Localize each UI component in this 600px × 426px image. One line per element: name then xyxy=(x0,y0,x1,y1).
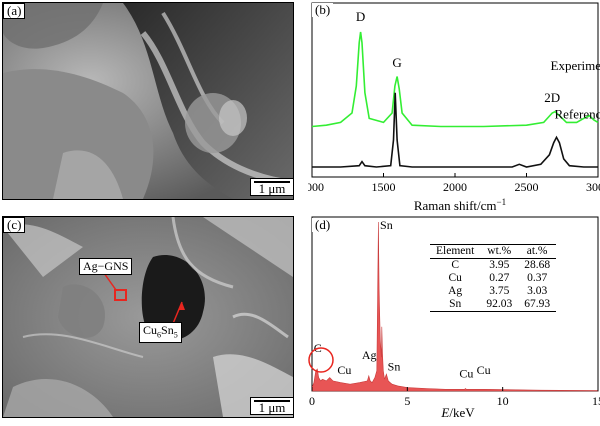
raman-tick-label: 2000 xyxy=(443,180,467,194)
ag-gns-label: Ag−GNS xyxy=(79,258,133,275)
table-cell: 0.37 xyxy=(527,272,548,284)
ag-gns-arrow xyxy=(103,272,117,291)
eds-peak-label: Cu xyxy=(459,366,473,380)
raman-tick-label: 3000 xyxy=(586,180,600,194)
table-cell: 3.75 xyxy=(489,285,510,297)
table-cell: 3.95 xyxy=(489,259,510,271)
table-header-row: Element wt.% at.% xyxy=(430,244,557,259)
table-cell: 28.68 xyxy=(524,259,551,271)
raman-tick-label: 1500 xyxy=(372,180,396,194)
raman-annotation: D xyxy=(356,9,365,24)
raman-annotation: Experiment xyxy=(551,58,600,73)
table-row: Cu 0.27 0.37 xyxy=(430,272,556,285)
table-cell: 3.03 xyxy=(527,285,548,297)
ag-gns-marker xyxy=(114,289,127,301)
table-cell: 67.93 xyxy=(518,298,557,312)
cu6sn5-arrowhead xyxy=(178,302,185,310)
eds-tick-label: 0 xyxy=(309,394,315,408)
eds-tick-label: 5 xyxy=(404,394,410,408)
table-row: Sn 92.03 67.93 xyxy=(430,298,557,312)
table-row: C 3.95 28.68 xyxy=(430,259,556,273)
table-cell: Sn xyxy=(430,298,481,312)
eds-spectrum-area xyxy=(311,221,599,392)
table-header: at.% xyxy=(518,244,557,259)
scale-bar-label: 1 μm xyxy=(258,181,286,196)
panel-tag-c: (c) xyxy=(3,217,26,233)
raman-series-line xyxy=(312,92,598,168)
eds-peak-label: Sn xyxy=(388,360,401,374)
cu-sub: 6 xyxy=(157,330,162,340)
table-row: Ag 3.75 3.03 xyxy=(430,285,556,298)
raman-series-line xyxy=(311,31,599,128)
table-cell: Cu xyxy=(448,272,462,284)
scale-bar-c: 1 μm xyxy=(250,397,294,415)
table-cell: Ag xyxy=(448,285,463,297)
scale-bar-a: 1 μm xyxy=(250,178,294,196)
eds-peak-label: Ag xyxy=(362,348,377,362)
raman-panel: 1000 1500 2000 2500 3000 D G 2D Experiment Refer… xyxy=(300,2,600,214)
raman-annotation: 2D xyxy=(544,90,560,105)
raman-tick-label: 1000 xyxy=(308,180,324,194)
table-cell: C xyxy=(451,259,459,271)
eds-xlabel: E/keV xyxy=(440,405,475,420)
raman-tick-label: 2500 xyxy=(515,180,539,194)
carbon-peak-circle xyxy=(308,347,334,373)
eds-composition-table: Element wt.% at.% C 3.95 28.68 Cu 0.27 0… xyxy=(430,244,557,312)
panel-tag-a: (a) xyxy=(3,3,26,19)
raman-xlabel: Raman shift/cm−1 xyxy=(414,197,506,213)
sem-c-annotations xyxy=(103,272,185,327)
ag-gns-text: Ag−GNS xyxy=(83,259,129,273)
scale-bar-label: 1 μm xyxy=(258,400,286,415)
sem-image-a xyxy=(2,2,294,200)
table-header: wt.% xyxy=(480,244,519,259)
eds-peak-label: Cu xyxy=(337,363,351,377)
table-header: Element xyxy=(430,244,481,259)
sem-image-c-texture xyxy=(3,217,293,417)
eds-peak-label: Cu xyxy=(477,363,491,377)
table-cell: 0.27 xyxy=(489,272,510,284)
sem-image-a-texture xyxy=(3,3,293,199)
eds-tick-label: 10 xyxy=(497,394,509,408)
sn-sub: 5 xyxy=(173,330,178,340)
table-cell: 92.03 xyxy=(480,298,519,312)
scale-bar-line xyxy=(254,181,290,183)
scale-bar-line xyxy=(254,400,290,402)
raman-annotation: G xyxy=(392,55,401,70)
cu6sn5-label: Cu6Sn5 xyxy=(139,322,182,344)
cu-text: Cu xyxy=(143,323,158,337)
eds-tick-label: 15 xyxy=(592,394,600,408)
sem-image-c xyxy=(2,216,294,418)
panel-tag-b: (b) xyxy=(312,3,334,17)
raman-chart: 1000 1500 2000 2500 3000 D G 2D Experiment Refer… xyxy=(300,2,600,213)
sn-text: Sn xyxy=(161,323,174,337)
eds-peak-label: Sn xyxy=(380,218,393,232)
panel-tag-d: (d) xyxy=(312,218,334,232)
raman-annotation: Reference xyxy=(554,106,600,121)
